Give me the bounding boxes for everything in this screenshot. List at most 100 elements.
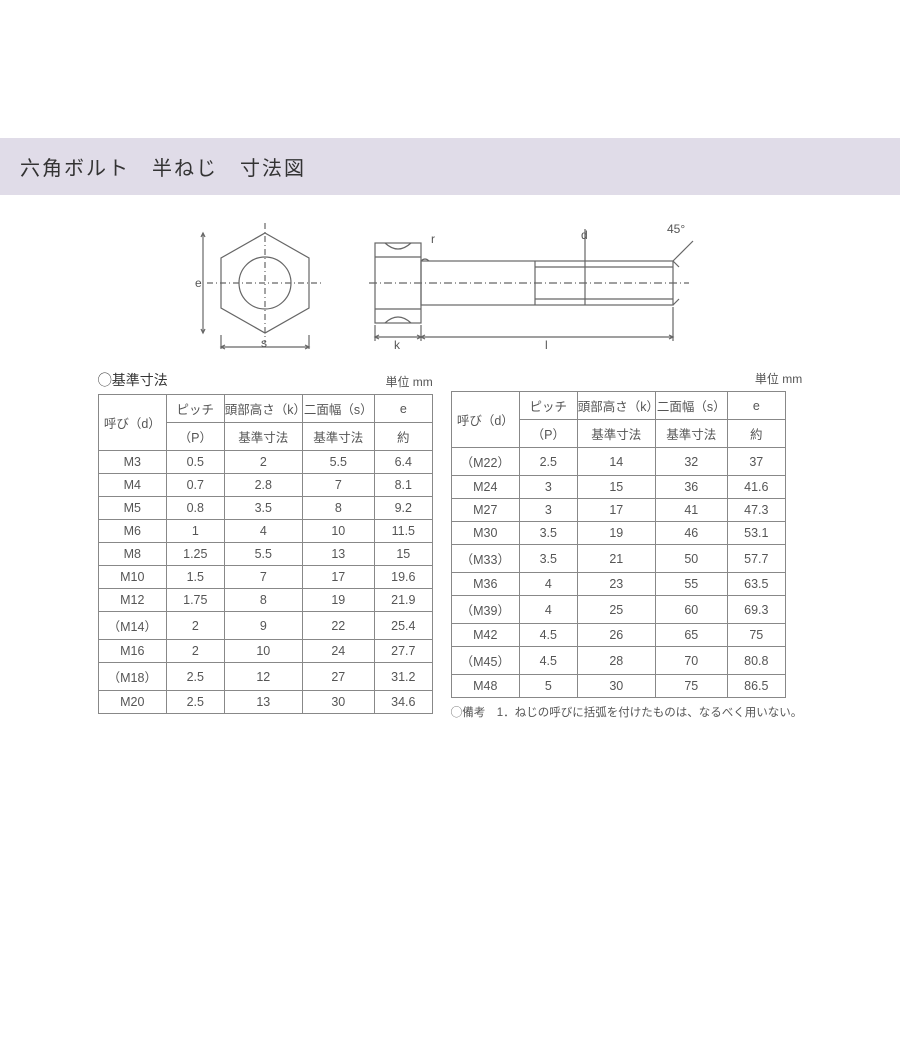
bolt-diagram: e s: [0, 215, 900, 355]
table-row: M273174147.3: [451, 499, 785, 522]
header-d: 呼び（d）: [451, 392, 519, 448]
table-cell: （M33）: [451, 545, 519, 573]
table-cell: 0.5: [166, 451, 224, 474]
unit-label: 単位 mm: [385, 373, 432, 390]
table-cell: 14: [577, 448, 655, 476]
header-e-sub: 約: [374, 423, 432, 451]
table-cell: 4.5: [519, 647, 577, 675]
label-k: k: [394, 338, 401, 352]
table-cell: 15: [374, 543, 432, 566]
table-cell: 30: [577, 675, 655, 698]
table-cell: 24: [302, 640, 374, 663]
table-cell: 2: [166, 612, 224, 640]
table-cell: 57.7: [727, 545, 785, 573]
header-p-top: ピッチ: [519, 392, 577, 420]
table-cell: 75: [655, 675, 727, 698]
table-cell: M10: [98, 566, 166, 589]
header-p-sub: （P）: [166, 423, 224, 451]
label-angle: 45°: [667, 222, 685, 236]
table-row: （M22）2.5143237: [451, 448, 785, 476]
table-row: （M18）2.5122731.2: [98, 663, 432, 691]
table-cell: 36: [655, 476, 727, 499]
table-row: （M14）292225.4: [98, 612, 432, 640]
table-cell: 30: [302, 691, 374, 714]
table-cell: 32: [655, 448, 727, 476]
table-cell: 5: [519, 675, 577, 698]
table-cell: 46: [655, 522, 727, 545]
table-cell: 1.5: [166, 566, 224, 589]
table-cell: M12: [98, 589, 166, 612]
table-cell: 19: [302, 589, 374, 612]
table-cell: 4: [519, 573, 577, 596]
table-cell: 13: [224, 691, 302, 714]
table-cell: 7: [224, 566, 302, 589]
table-cell: 8.1: [374, 474, 432, 497]
table-row: M243153641.6: [451, 476, 785, 499]
header-e-top: e: [727, 392, 785, 420]
header-e-top: e: [374, 395, 432, 423]
table-cell: 2: [224, 451, 302, 474]
table-cell: 3: [519, 476, 577, 499]
table-cell: 9: [224, 612, 302, 640]
table-cell: 41: [655, 499, 727, 522]
table-cell: （M39）: [451, 596, 519, 624]
table-row: M121.7581921.9: [98, 589, 432, 612]
table-cell: 1: [166, 520, 224, 543]
table-row: M202.5133034.6: [98, 691, 432, 714]
table-cell: 22: [302, 612, 374, 640]
header-k-top: 頭部高さ（k）: [224, 395, 302, 423]
table-cell: 37: [727, 448, 785, 476]
table-row: M81.255.51315: [98, 543, 432, 566]
header-p-sub: （P）: [519, 420, 577, 448]
bolt-side-view: r d 45° k l: [365, 215, 705, 355]
table-cell: 0.7: [166, 474, 224, 497]
table-cell: 21: [577, 545, 655, 573]
table-cell: 41.6: [727, 476, 785, 499]
table-cell: M6: [98, 520, 166, 543]
header-e-sub: 約: [727, 420, 785, 448]
table-cell: 13: [302, 543, 374, 566]
table-row: （M45）4.5287080.8: [451, 647, 785, 675]
table-cell: 27: [302, 663, 374, 691]
table-cell: 0.8: [166, 497, 224, 520]
table-row: M424.5266575: [451, 624, 785, 647]
table-cell: （M22）: [451, 448, 519, 476]
table-row: （M33）3.5215057.7: [451, 545, 785, 573]
hex-front-view: e s: [195, 215, 335, 355]
table-row: M40.72.878.1: [98, 474, 432, 497]
table-cell: 7: [302, 474, 374, 497]
table-cell: 10: [302, 520, 374, 543]
label-e: e: [195, 276, 202, 290]
table-row: （M39）4256069.3: [451, 596, 785, 624]
table-cell: 47.3: [727, 499, 785, 522]
table-cell: 1.75: [166, 589, 224, 612]
table-cell: 4: [224, 520, 302, 543]
table-cell: 28: [577, 647, 655, 675]
table-row: M162102427.7: [98, 640, 432, 663]
label-s: s: [261, 336, 267, 350]
table-cell: 86.5: [727, 675, 785, 698]
header-k-sub: 基準寸法: [577, 420, 655, 448]
table-cell: 3.5: [224, 497, 302, 520]
section-label: ◯基準寸法: [98, 370, 168, 390]
table-cell: 17: [577, 499, 655, 522]
table-cell: 2.5: [166, 663, 224, 691]
table-cell: 53.1: [727, 522, 785, 545]
label-d: d: [581, 228, 588, 242]
table-cell: M48: [451, 675, 519, 698]
header-p-top: ピッチ: [166, 395, 224, 423]
table-cell: M36: [451, 573, 519, 596]
spec-table-left: ◯基準寸法 単位 mm 呼び（d） ピッチ 頭部高さ（k） 二面幅（s） e （…: [98, 370, 433, 720]
table-cell: 60: [655, 596, 727, 624]
table-cell: 2: [166, 640, 224, 663]
table-cell: 12: [224, 663, 302, 691]
table-cell: 27.7: [374, 640, 432, 663]
header-s-sub: 基準寸法: [302, 423, 374, 451]
table-cell: M16: [98, 640, 166, 663]
table-cell: 3.5: [519, 545, 577, 573]
table-cell: 1.25: [166, 543, 224, 566]
header-k-sub: 基準寸法: [224, 423, 302, 451]
table-cell: 50: [655, 545, 727, 573]
table-cell: 4.5: [519, 624, 577, 647]
label-l: l: [545, 338, 548, 352]
